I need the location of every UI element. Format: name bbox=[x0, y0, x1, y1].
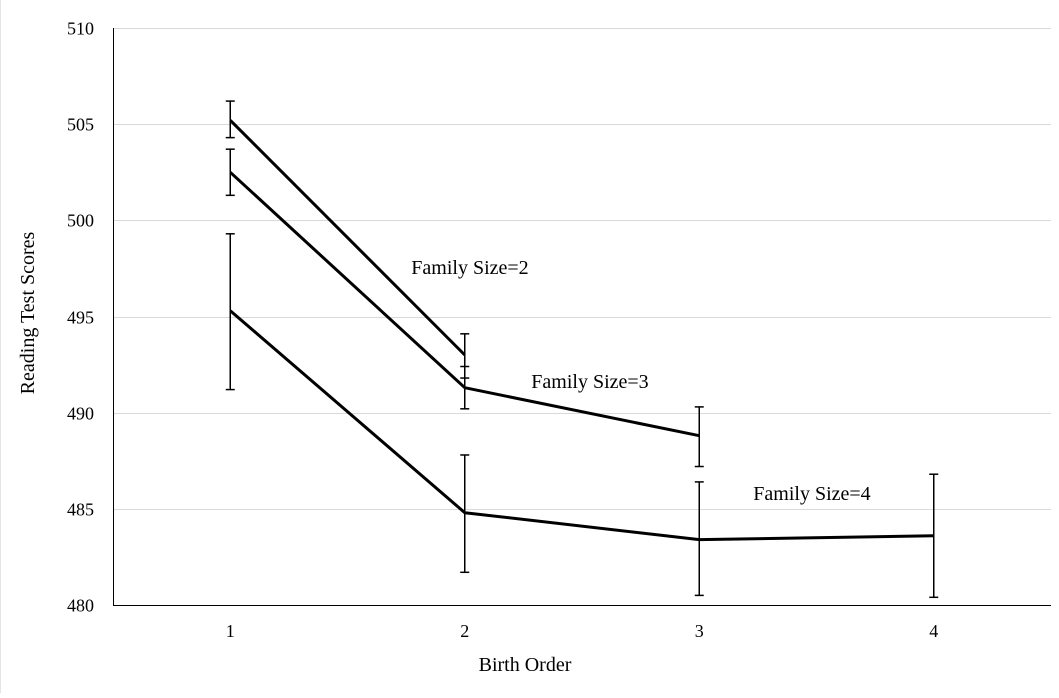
series-line-group bbox=[225, 233, 939, 599]
series-label: Family Size=3 bbox=[531, 371, 648, 393]
labels: Family Size=2 Family Size=3 Family Size=4 bbox=[411, 257, 870, 505]
series-line-group bbox=[225, 148, 704, 468]
axes: 480 485 490 495 500 505 510 1 2 3 4 bbox=[67, 19, 1051, 641]
x-tick-label: 3 bbox=[695, 621, 704, 641]
y-axis-title: Reading Test Scores bbox=[17, 231, 39, 394]
x-tick-label: 4 bbox=[929, 621, 938, 641]
series-group bbox=[225, 100, 939, 599]
y-tick-label: 485 bbox=[67, 500, 94, 520]
y-tick-label: 480 bbox=[67, 596, 94, 616]
series-label: Family Size=2 bbox=[411, 257, 528, 279]
series-label: Family Size=4 bbox=[753, 483, 870, 505]
x-tick-label: 1 bbox=[226, 621, 235, 641]
y-tick-label: 510 bbox=[67, 19, 94, 39]
y-tick-label: 490 bbox=[67, 404, 94, 424]
x-tick-label: 2 bbox=[460, 621, 469, 641]
gridlines bbox=[113, 28, 1051, 510]
x-axis-title: Birth Order bbox=[479, 654, 572, 676]
series-line bbox=[229, 119, 466, 357]
y-tick-label: 500 bbox=[67, 211, 94, 231]
series-line bbox=[229, 309, 934, 542]
y-tick-label: 505 bbox=[67, 115, 94, 135]
y-tick-label: 495 bbox=[67, 308, 94, 328]
